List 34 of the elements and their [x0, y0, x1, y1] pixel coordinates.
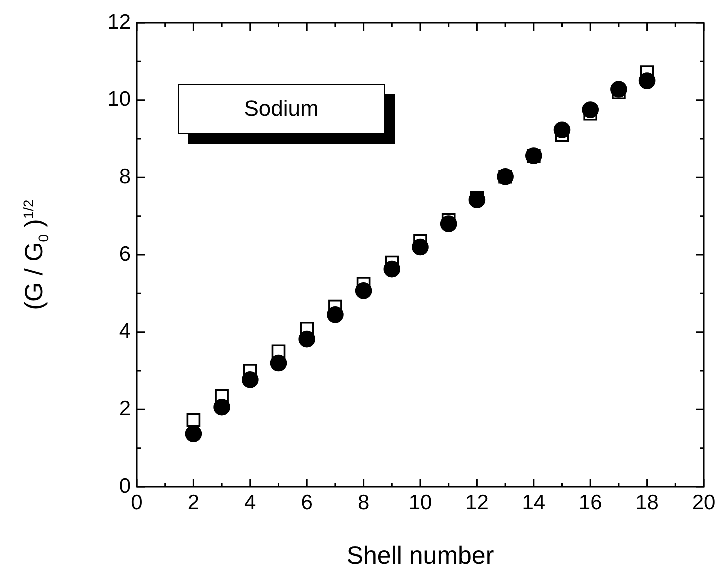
x-tick-label: 2 [188, 491, 200, 514]
point [554, 122, 571, 139]
point [242, 371, 259, 388]
point [610, 81, 628, 98]
point [412, 238, 429, 256]
point [298, 330, 316, 348]
x-tick-label: 16 [578, 491, 602, 514]
x-tick-label: 4 [244, 491, 257, 514]
x-tick-label: 6 [301, 491, 313, 514]
point [582, 102, 599, 118]
x-tick-label: 12 [466, 491, 489, 514]
y-tick-label: 12 [108, 10, 131, 34]
point [384, 260, 401, 278]
y-tick-label: 4 [119, 320, 132, 344]
point [440, 216, 458, 232]
x-tick-label: 10 [408, 491, 432, 514]
y-tick-label: 0 [119, 474, 131, 498]
point [270, 354, 288, 372]
point [185, 426, 202, 442]
y-tick-label: 10 [108, 88, 131, 112]
point [327, 306, 344, 324]
y-tick-label: 6 [119, 242, 131, 266]
y-tick-label: 2 [119, 397, 131, 420]
point [214, 398, 230, 416]
x-tick-label: 14 [522, 491, 546, 514]
point [186, 413, 201, 428]
y-tick-label: 8 [119, 165, 131, 188]
point [355, 282, 372, 300]
x-tick-label: 18 [636, 491, 659, 514]
x-tick-label: 8 [358, 491, 370, 514]
x-tick-label: 20 [692, 491, 716, 514]
point [468, 192, 486, 208]
x-axis-title: Shell number [346, 542, 494, 570]
point [638, 72, 656, 90]
